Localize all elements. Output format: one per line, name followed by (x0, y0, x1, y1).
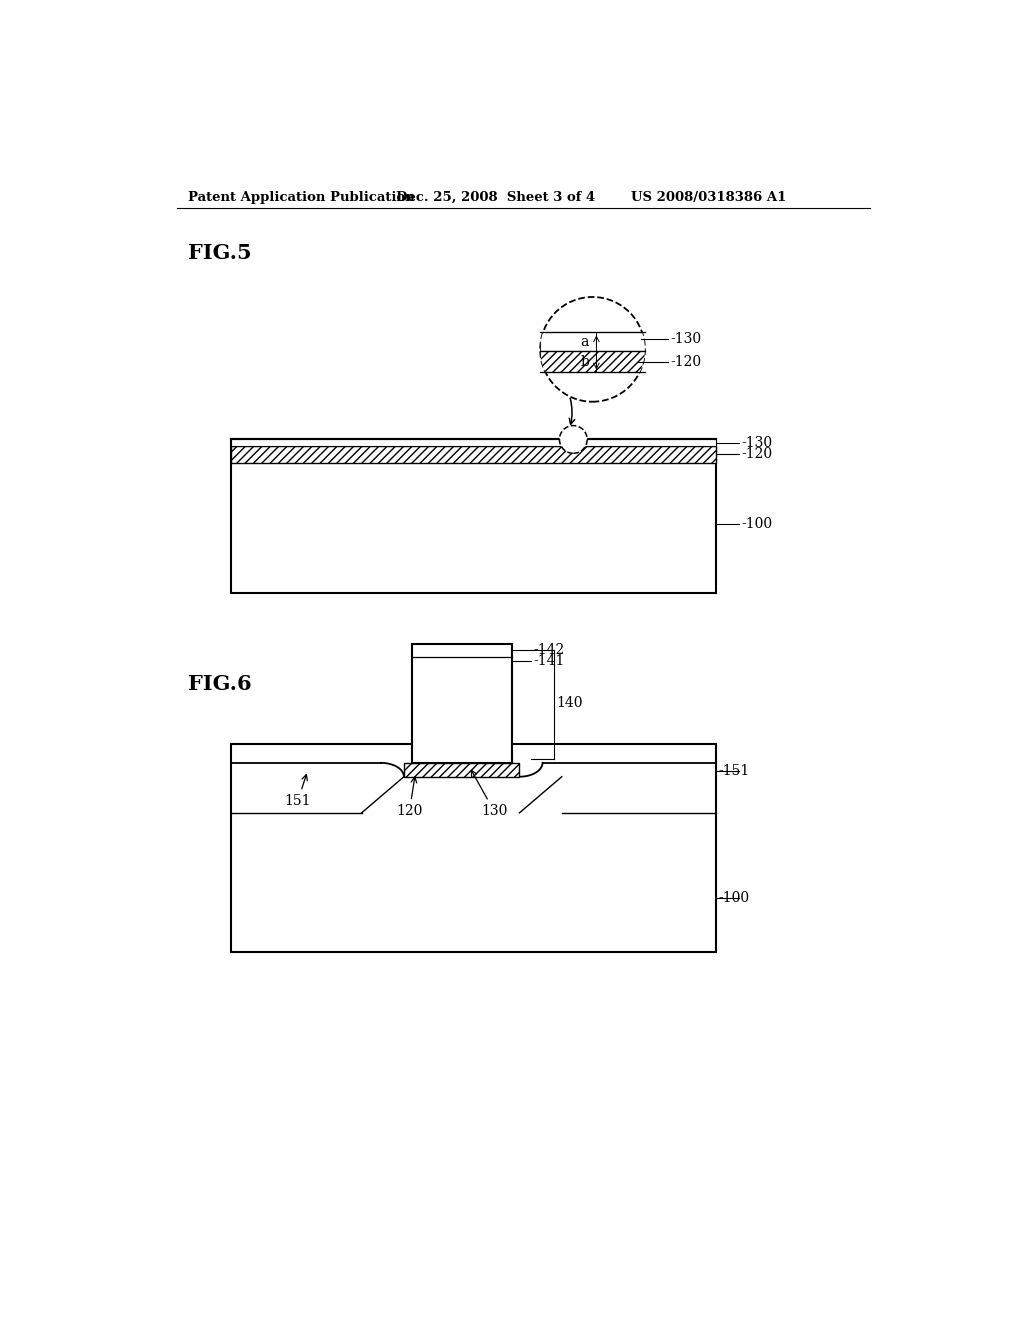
Text: -120: -120 (671, 355, 701, 368)
Text: FIG.6: FIG.6 (188, 675, 252, 694)
Text: -141: -141 (534, 655, 564, 668)
Bar (230, 446, 716, 462)
Text: 130: 130 (471, 771, 507, 818)
Text: FIG.5: FIG.5 (188, 243, 252, 263)
Text: Dec. 25, 2008  Sheet 3 of 4: Dec. 25, 2008 Sheet 3 of 4 (396, 191, 596, 203)
Text: -130: -130 (671, 331, 701, 346)
Text: US 2008/0318386 A1: US 2008/0318386 A1 (631, 191, 786, 203)
Text: -120: -120 (741, 447, 772, 461)
Text: 140: 140 (556, 696, 583, 710)
Text: Patent Application Publication: Patent Application Publication (188, 191, 415, 203)
Text: -142: -142 (534, 643, 564, 657)
Text: -100: -100 (741, 517, 772, 531)
Bar (412, 644, 512, 763)
Text: a: a (581, 335, 589, 348)
Circle shape (559, 425, 587, 453)
Bar (230, 743, 716, 952)
Bar (230, 440, 716, 594)
Circle shape (541, 297, 645, 401)
Text: -130: -130 (741, 436, 772, 450)
Bar (541, 351, 645, 372)
Bar (403, 763, 519, 776)
Bar (230, 440, 716, 446)
Text: 151: 151 (285, 775, 311, 808)
Text: b: b (581, 355, 589, 368)
Text: 120: 120 (396, 777, 423, 818)
Text: -100: -100 (718, 891, 750, 904)
Text: -151: -151 (718, 763, 750, 777)
Bar (541, 333, 645, 351)
